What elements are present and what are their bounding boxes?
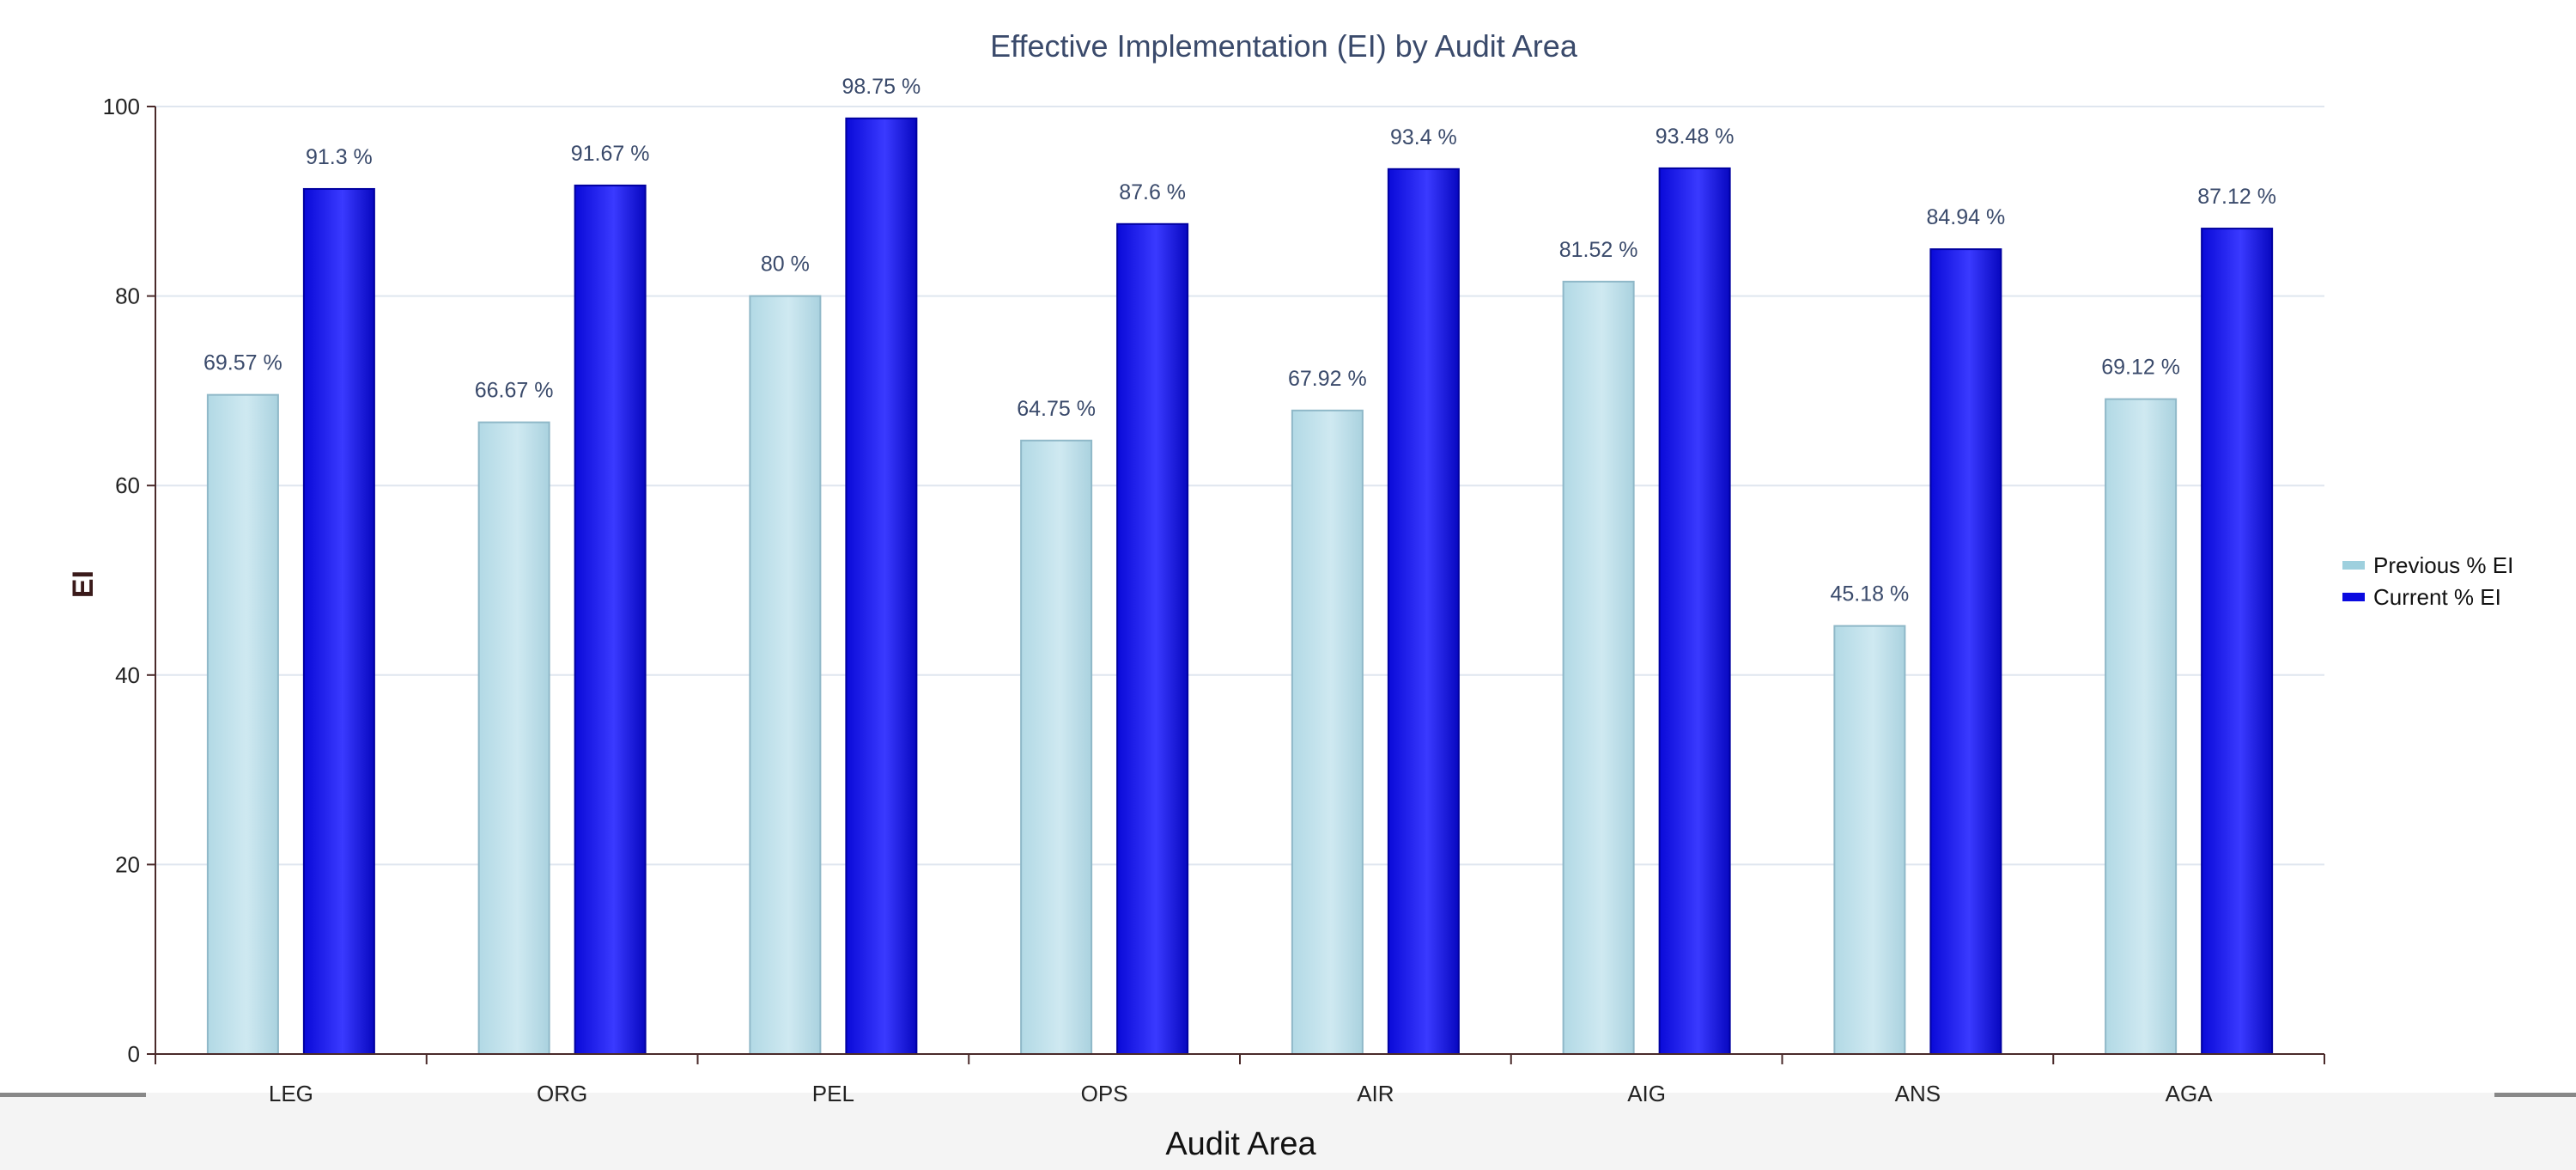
legend-swatch bbox=[2342, 593, 2365, 601]
chart-title: Effective Implementation (EI) by Audit A… bbox=[990, 28, 1578, 64]
data-label: 93.4 % bbox=[1390, 125, 1457, 149]
bar-previous-ans bbox=[1833, 625, 1906, 1055]
footer-band bbox=[0, 1093, 2576, 1170]
data-label: 91.67 % bbox=[571, 142, 650, 166]
bar-current-aig bbox=[1658, 167, 1731, 1055]
x-tick-label: ANS bbox=[1895, 1081, 1941, 1106]
data-label: 98.75 % bbox=[842, 75, 921, 99]
x-tick-label: AIR bbox=[1357, 1081, 1394, 1106]
data-label: 66.67 % bbox=[475, 379, 554, 403]
y-axis-label: EI bbox=[67, 570, 100, 598]
bar-current-ops bbox=[1116, 222, 1189, 1056]
legend-label: Current % EI bbox=[2373, 584, 2501, 610]
data-label: 84.94 % bbox=[1927, 205, 2006, 229]
y-tick-label: 40 bbox=[115, 662, 140, 688]
data-label: 87.6 % bbox=[1119, 180, 1186, 204]
data-label: 69.12 % bbox=[2101, 356, 2180, 380]
data-label: 91.3 % bbox=[306, 145, 373, 169]
x-tick-label: AIG bbox=[1627, 1081, 1666, 1106]
y-tick-label: 60 bbox=[115, 472, 140, 498]
bar-previous-leg bbox=[206, 393, 279, 1056]
bar-current-pel bbox=[845, 117, 918, 1056]
bar-previous-org bbox=[477, 421, 550, 1056]
x-tick-label: ORG bbox=[537, 1081, 587, 1106]
legend-label: Previous % EI bbox=[2373, 552, 2513, 578]
data-label: 93.48 % bbox=[1656, 125, 1735, 149]
x-tick-label: LEG bbox=[269, 1081, 313, 1106]
x-tick-label: AGA bbox=[2166, 1081, 2214, 1106]
y-tick-label: 80 bbox=[115, 283, 140, 309]
data-label: 45.18 % bbox=[1831, 582, 1910, 606]
data-labels: 69.57 % 91.3 % 66.67 % 91.67 % 80 % 98.75 % 64… bbox=[204, 75, 2276, 606]
bar-previous-air bbox=[1291, 409, 1364, 1055]
y-tick-label: 20 bbox=[115, 851, 140, 877]
legend: Previous % EI Current % EI bbox=[2342, 552, 2513, 610]
data-label: 81.52 % bbox=[1559, 238, 1638, 262]
bar-current-org bbox=[574, 184, 647, 1056]
bar-current-leg bbox=[302, 187, 375, 1055]
data-label: 87.12 % bbox=[2197, 185, 2276, 209]
x-tick-label: PEL bbox=[812, 1081, 854, 1106]
data-label: 80 % bbox=[761, 253, 810, 277]
data-label: 67.92 % bbox=[1288, 367, 1367, 391]
y-tick-label: 0 bbox=[128, 1041, 140, 1067]
x-tick-label: OPS bbox=[1081, 1081, 1128, 1106]
y-axis-ticks: 0 20 40 60 80 100 bbox=[103, 94, 155, 1067]
bar-previous-aga bbox=[2105, 398, 2178, 1056]
legend-swatch bbox=[2342, 561, 2365, 570]
data-label: 64.75 % bbox=[1017, 397, 1096, 421]
bar-current-aga bbox=[2201, 228, 2274, 1055]
bar-previous-aig bbox=[1562, 280, 1635, 1055]
footer-line-right bbox=[2494, 1093, 2576, 1097]
bar-current-ans bbox=[1929, 248, 2002, 1055]
data-label: 69.57 % bbox=[204, 351, 283, 375]
bar-current-air bbox=[1387, 168, 1460, 1056]
bar-previous-ops bbox=[1020, 439, 1093, 1055]
bar-previous-pel bbox=[749, 295, 822, 1056]
y-tick-label: 100 bbox=[103, 94, 140, 119]
x-axis-label: Audit Area bbox=[1165, 1126, 1316, 1162]
footer-line-left bbox=[0, 1093, 146, 1097]
x-axis-ticks: LEG ORG PEL OPS AIR AIG ANS AGA bbox=[155, 1054, 2325, 1106]
bars bbox=[206, 117, 2274, 1056]
